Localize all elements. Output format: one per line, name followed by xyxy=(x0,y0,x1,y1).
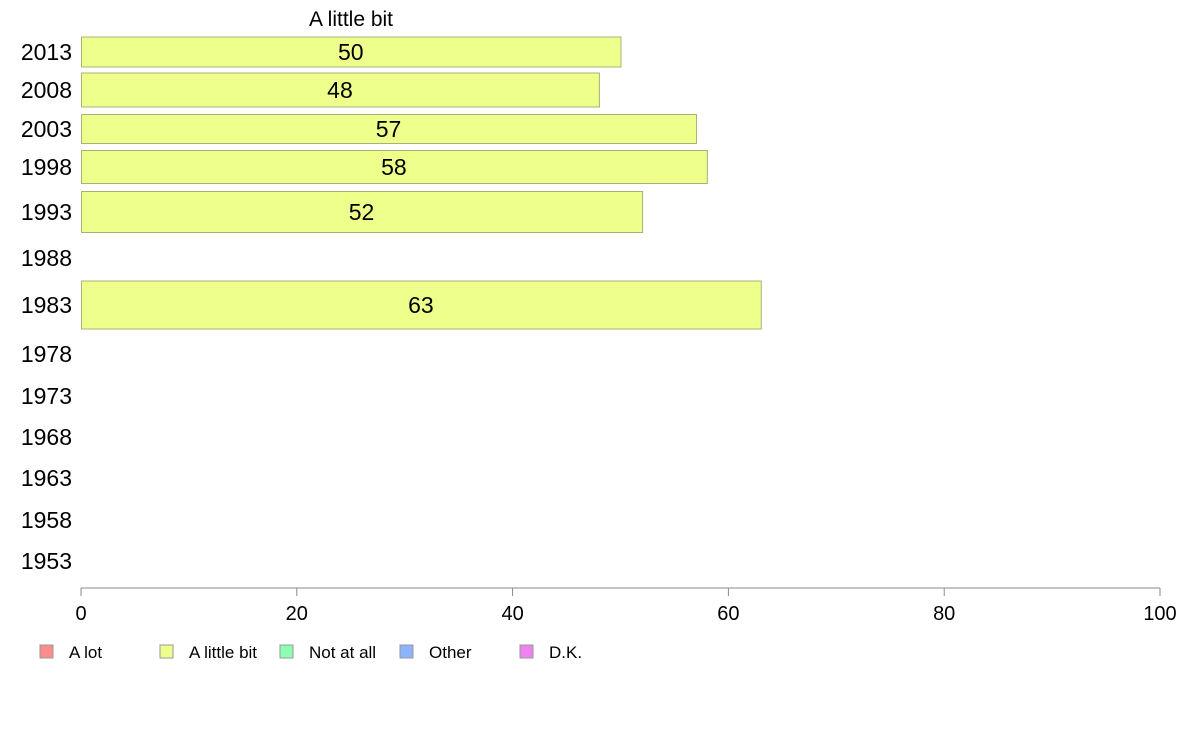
x-tick-label: 60 xyxy=(717,603,739,625)
bar-value-label: 50 xyxy=(338,39,364,65)
legend: A lot A little bit Not at all Other D.K. xyxy=(39,643,582,662)
y-tick-label: 1983 xyxy=(21,292,72,318)
bar xyxy=(81,72,600,108)
y-tick-label: 1953 xyxy=(21,548,72,574)
y-tick-label: 1998 xyxy=(21,154,72,180)
bar-value-label: 63 xyxy=(408,292,434,318)
y-axis-labels: 2013 2008 2003 1998 1993 1988 1983 1978 1973 1968… xyxy=(21,39,72,574)
legend-label: A little bit xyxy=(189,643,257,662)
legend-label: D.K. xyxy=(549,643,582,662)
y-tick-label: 1973 xyxy=(21,383,72,409)
x-tick-label: 100 xyxy=(1143,603,1176,625)
x-tick-label: 80 xyxy=(933,603,955,625)
bar-value-label: 58 xyxy=(381,154,407,180)
bar xyxy=(81,191,644,233)
bar-value-label: 57 xyxy=(376,116,402,142)
x-tick-label: 0 xyxy=(75,603,86,625)
legend-swatch xyxy=(279,644,294,659)
legend-label: Not at all xyxy=(309,643,376,662)
y-tick-label: 2003 xyxy=(21,116,72,142)
legend-swatch xyxy=(399,644,414,659)
x-axis: 0 20 40 60 80 100 xyxy=(75,587,1177,625)
y-tick-label: 1978 xyxy=(21,341,72,367)
bar xyxy=(81,36,622,68)
x-tick-label: 40 xyxy=(501,603,523,625)
x-tick-label: 20 xyxy=(286,603,308,625)
y-tick-label: 1958 xyxy=(21,507,72,533)
bar xyxy=(81,114,698,144)
y-tick-label: 1993 xyxy=(21,199,72,225)
bar xyxy=(81,150,708,184)
bar xyxy=(81,280,762,330)
y-tick-label: 2008 xyxy=(21,77,72,103)
y-tick-label: 1968 xyxy=(21,424,72,450)
y-tick-label: 1988 xyxy=(21,245,72,271)
chart-title: A little bit xyxy=(309,8,393,31)
y-tick-label: 1963 xyxy=(21,465,72,491)
y-tick-label: 2013 xyxy=(21,39,72,65)
legend-label: A lot xyxy=(69,643,102,662)
bar-value-label: 48 xyxy=(327,77,353,103)
bar-value-label: 52 xyxy=(349,199,375,225)
legend-label: Other xyxy=(429,643,472,662)
legend-swatch xyxy=(519,644,534,659)
legend-swatch xyxy=(39,644,54,659)
legend-swatch xyxy=(159,644,174,659)
